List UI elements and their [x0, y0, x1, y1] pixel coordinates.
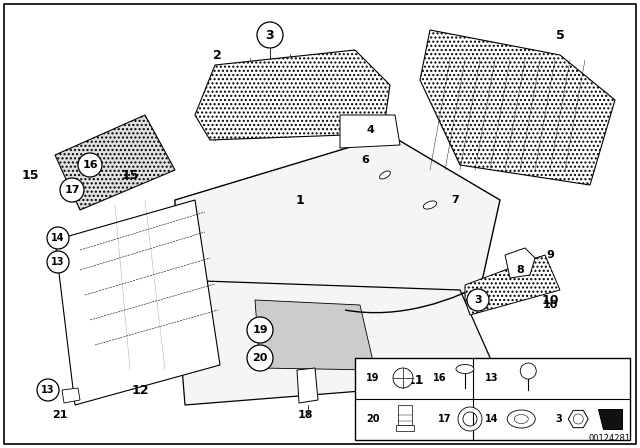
Circle shape [47, 227, 69, 249]
Text: 17: 17 [64, 185, 80, 195]
Text: 14: 14 [51, 233, 65, 243]
Text: 15: 15 [21, 168, 39, 181]
Text: 15: 15 [121, 168, 139, 181]
Text: 12: 12 [131, 383, 148, 396]
Circle shape [60, 178, 84, 202]
Text: 1: 1 [296, 194, 305, 207]
Ellipse shape [508, 410, 535, 428]
Text: 19: 19 [366, 373, 380, 383]
Polygon shape [55, 200, 220, 405]
Circle shape [247, 317, 273, 343]
Text: 20: 20 [252, 353, 268, 363]
Polygon shape [420, 30, 615, 185]
Circle shape [247, 345, 273, 371]
Circle shape [573, 414, 583, 424]
Text: 3: 3 [266, 29, 275, 42]
Text: 19: 19 [252, 325, 268, 335]
Bar [398, 405, 412, 425]
Polygon shape [175, 135, 500, 315]
Text: 2: 2 [212, 48, 221, 61]
Polygon shape [340, 115, 400, 148]
Polygon shape [465, 255, 560, 315]
Bar [396, 425, 414, 431]
Text: 9: 9 [546, 250, 554, 260]
Circle shape [47, 251, 69, 273]
Ellipse shape [423, 201, 436, 209]
Polygon shape [62, 388, 80, 403]
Polygon shape [55, 115, 175, 210]
Text: 7: 7 [451, 195, 459, 205]
Bar [355, 358, 630, 440]
Text: 6: 6 [361, 155, 369, 165]
Text: 8: 8 [516, 265, 524, 275]
Text: 20: 20 [366, 414, 380, 424]
Circle shape [37, 379, 59, 401]
Text: 10: 10 [541, 293, 559, 306]
Circle shape [520, 363, 536, 379]
Ellipse shape [515, 414, 528, 423]
Polygon shape [195, 50, 390, 140]
Text: 16: 16 [433, 373, 447, 383]
Text: 21: 21 [52, 410, 68, 420]
Text: 10: 10 [542, 300, 557, 310]
Circle shape [257, 22, 283, 48]
Polygon shape [505, 248, 535, 278]
Polygon shape [255, 300, 375, 370]
Text: 4: 4 [366, 125, 374, 135]
Polygon shape [175, 280, 500, 405]
Text: 13: 13 [51, 257, 65, 267]
Text: 00124281: 00124281 [589, 434, 631, 443]
Circle shape [467, 289, 489, 311]
Text: 18: 18 [297, 410, 313, 420]
Polygon shape [598, 409, 622, 429]
Polygon shape [568, 410, 588, 428]
Circle shape [393, 368, 413, 388]
Polygon shape [297, 368, 318, 403]
Text: 17: 17 [438, 414, 452, 424]
Text: 5: 5 [556, 29, 564, 42]
Text: 16: 16 [82, 160, 98, 170]
Text: 11: 11 [406, 374, 424, 387]
Text: 3: 3 [555, 414, 562, 424]
Text: 13: 13 [41, 385, 55, 395]
Ellipse shape [456, 365, 474, 374]
Text: 3: 3 [474, 295, 482, 305]
Text: 13: 13 [484, 373, 498, 383]
Ellipse shape [380, 171, 390, 179]
Circle shape [78, 153, 102, 177]
Text: 14: 14 [484, 414, 498, 424]
